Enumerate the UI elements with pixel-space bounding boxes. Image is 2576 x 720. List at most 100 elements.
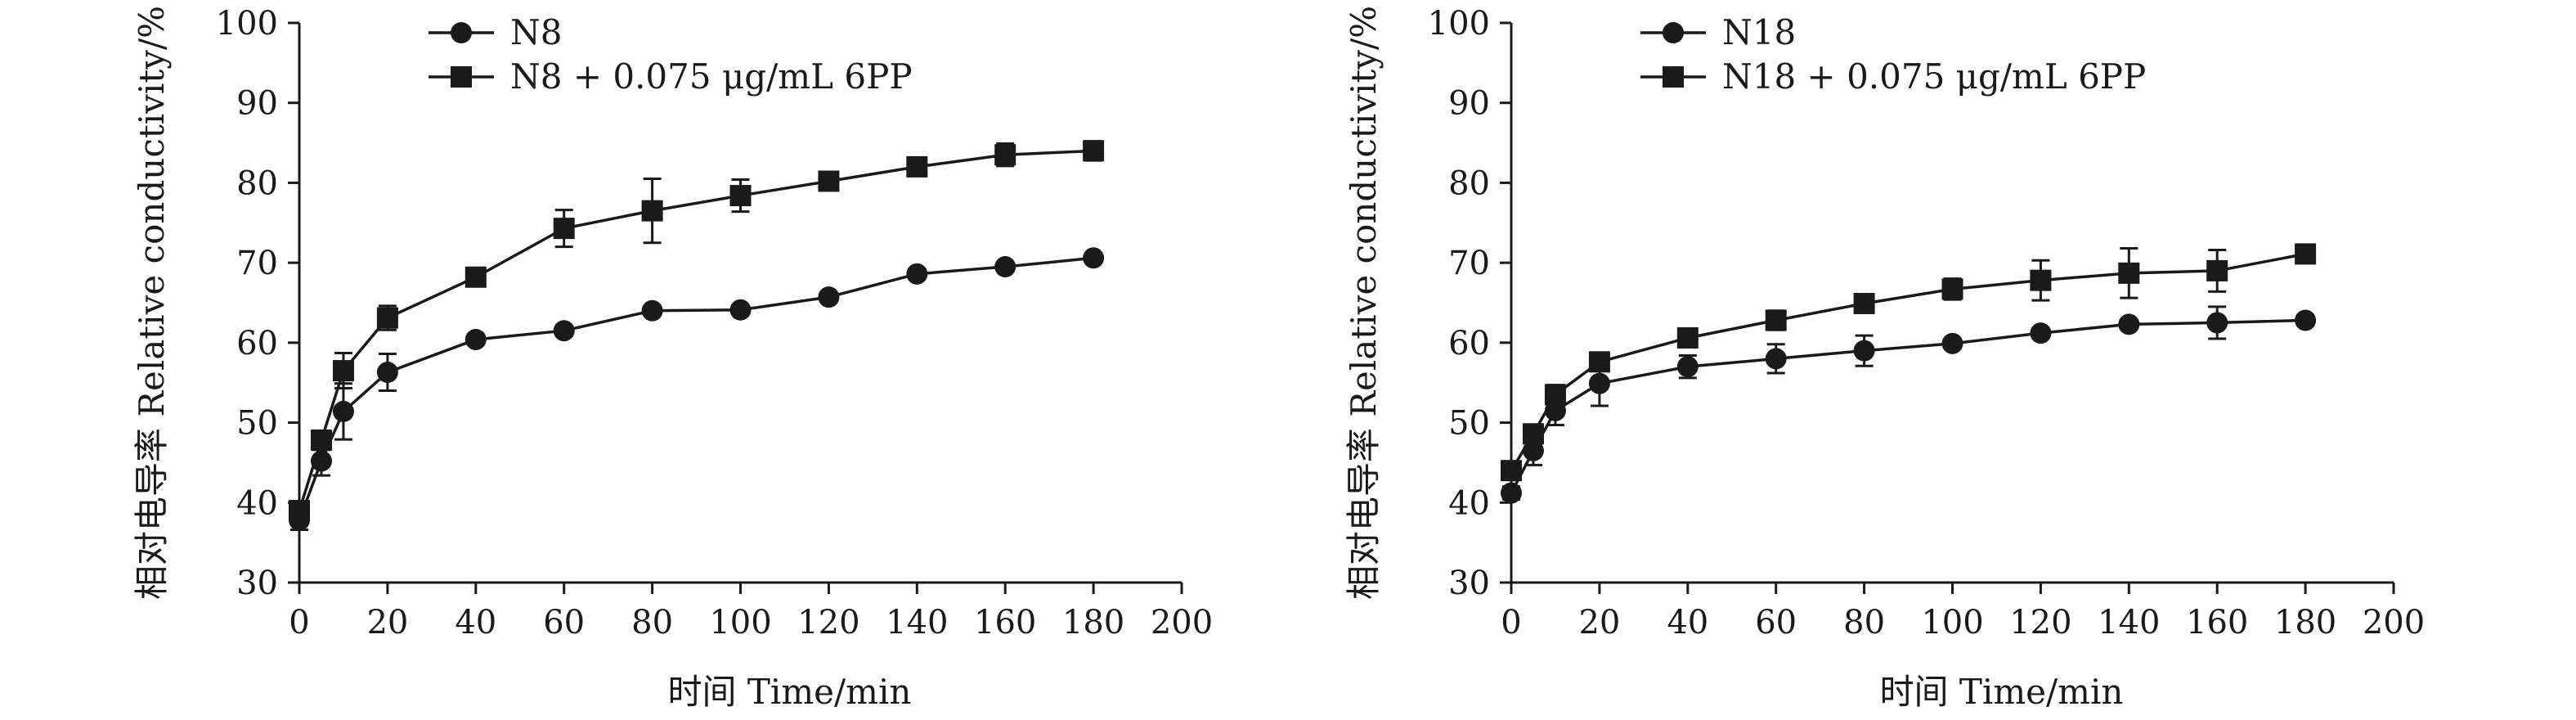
data-point-square xyxy=(994,144,1016,166)
x-tick-label: 140 xyxy=(2098,604,2160,641)
series-2 xyxy=(289,140,1105,522)
x-tick-label: 20 xyxy=(1578,604,1620,641)
data-point-circle xyxy=(2295,309,2317,331)
data-point-square xyxy=(1941,278,1963,300)
series-2 xyxy=(1501,243,2317,482)
legend-label: N8 + 0.075 μg/mL 6PP xyxy=(510,56,913,97)
data-point-circle xyxy=(729,299,752,321)
x-tick-label: 180 xyxy=(2274,604,2336,641)
data-point-circle xyxy=(553,320,575,342)
x-tick-label: 60 xyxy=(543,604,585,641)
y-tick-label: 40 xyxy=(1448,484,1490,522)
y-tick-label: 100 xyxy=(216,5,278,43)
chart-panel-1: 30 40 50 60 70 80 90 100 0 20 40 60 80 100 120 140 160 18… xyxy=(132,5,1213,712)
y-tick-label: 100 xyxy=(1428,5,1490,43)
data-point-square xyxy=(289,500,310,522)
x-tick-label: 180 xyxy=(1062,604,1124,641)
legend-label: N8 xyxy=(510,12,562,52)
data-point-square xyxy=(310,430,332,452)
y-tick-label: 30 xyxy=(236,565,278,602)
x-tick-label: 120 xyxy=(2009,604,2071,641)
y-tick-label: 80 xyxy=(1448,164,1490,202)
data-point-circle xyxy=(2030,322,2052,344)
x-tick-label: 60 xyxy=(1755,604,1797,641)
series-line xyxy=(1510,252,2306,472)
data-point-square xyxy=(2295,243,2317,265)
data-point-circle xyxy=(994,256,1016,278)
data-point-square xyxy=(464,266,487,288)
x-tick-label: 0 xyxy=(1501,604,1521,641)
x-axis-title: 时间 Time/min xyxy=(668,672,912,712)
data-point-square xyxy=(641,200,663,222)
x-tick-label: 200 xyxy=(1151,604,1213,641)
series-line xyxy=(298,256,1094,521)
y-tick-label: 50 xyxy=(1448,405,1490,443)
data-point-circle xyxy=(376,362,398,384)
x-tick-label: 160 xyxy=(974,604,1036,641)
data-point-circle xyxy=(906,263,928,285)
data-point-circle xyxy=(641,299,663,322)
chart-panel-2: 30 40 50 60 70 80 90 100 0 20 40 60 80 100 120 140 160 18… xyxy=(1344,5,2425,712)
data-point-square xyxy=(2030,269,2052,291)
x-tick-label: 80 xyxy=(1843,604,1885,641)
data-point-square xyxy=(906,155,928,178)
data-point-circle xyxy=(818,286,840,308)
data-point-circle xyxy=(464,328,487,350)
data-point-circle xyxy=(1765,348,1787,370)
data-point-square xyxy=(1501,460,1522,482)
data-point-square xyxy=(1522,423,1544,445)
legend-marker-circle xyxy=(451,22,472,43)
x-tick-label: 160 xyxy=(2186,604,2248,641)
legend-marker-square xyxy=(451,66,472,88)
x-tick-label: 0 xyxy=(289,604,309,641)
data-point-circle xyxy=(1501,482,1522,504)
data-point-square xyxy=(2206,259,2228,281)
series-line xyxy=(1510,318,2306,494)
legend-marker-circle xyxy=(1663,22,1684,43)
x-tick-label: 40 xyxy=(1667,604,1708,641)
x-tick-label: 120 xyxy=(797,604,859,641)
y-tick-label: 90 xyxy=(1448,85,1490,123)
x-tick-label: 40 xyxy=(455,604,496,641)
x-tick-label: 100 xyxy=(709,604,771,641)
y-axis-title: 相对电导率 Relative conductivity/% xyxy=(132,6,172,600)
y-tick-label: 60 xyxy=(236,325,278,362)
y-tick-label: 50 xyxy=(236,405,278,443)
y-tick-label: 70 xyxy=(236,245,278,282)
data-point-circle xyxy=(2118,313,2140,335)
legend-label: N18 + 0.075 μg/mL 6PP xyxy=(1722,56,2146,97)
y-tick-label: 40 xyxy=(236,484,278,522)
data-point-square xyxy=(818,170,840,192)
y-tick-label: 70 xyxy=(1448,245,1490,282)
data-point-square xyxy=(1083,140,1105,162)
series-line xyxy=(298,149,1094,511)
y-tick-label: 90 xyxy=(236,85,278,123)
data-point-square xyxy=(1588,351,1610,373)
x-tick-label: 200 xyxy=(2363,604,2425,641)
data-point-square xyxy=(729,185,752,207)
x-tick-label: 80 xyxy=(631,604,673,641)
data-point-square xyxy=(2118,262,2140,284)
data-point-square xyxy=(1765,309,1787,331)
legend-marker-square xyxy=(1663,66,1684,88)
data-point-square xyxy=(376,307,398,329)
data-point-square xyxy=(1853,292,1875,314)
x-tick-label: 140 xyxy=(886,604,948,641)
data-point-circle xyxy=(1083,247,1105,269)
data-point-square xyxy=(1676,326,1699,349)
x-tick-label: 100 xyxy=(1921,604,1983,641)
y-tick-label: 30 xyxy=(1448,565,1490,602)
data-point-square xyxy=(1544,384,1566,406)
y-tick-label: 60 xyxy=(1448,325,1490,362)
y-axis-title: 相对电导率 Relative conductivity/% xyxy=(1344,6,1384,600)
data-point-circle xyxy=(332,400,354,422)
x-axis-title: 时间 Time/min xyxy=(1880,672,2124,712)
data-point-square xyxy=(332,360,354,382)
data-point-circle xyxy=(2206,312,2228,334)
data-point-circle xyxy=(1941,332,1963,354)
data-point-circle xyxy=(1676,356,1699,378)
x-tick-label: 20 xyxy=(366,604,408,641)
